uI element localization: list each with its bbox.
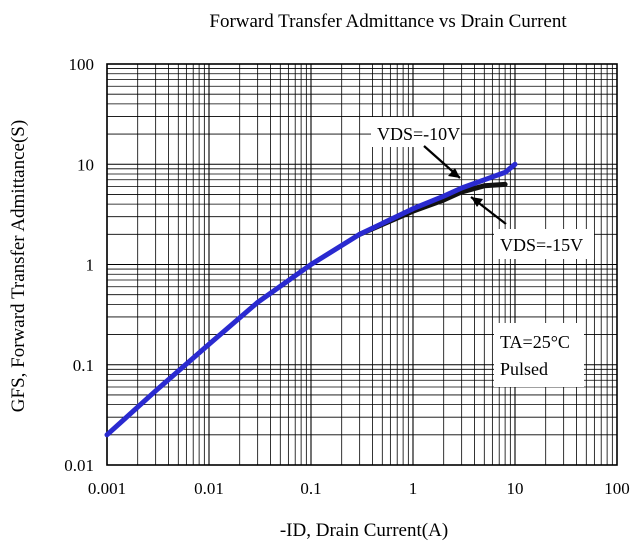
series-line-0: [104, 161, 518, 438]
x-axis-label: -ID, Drain Current(A): [280, 520, 448, 541]
label-10v-box: [371, 117, 461, 147]
conditions-box: [494, 323, 584, 387]
chart-title: Forward Transfer Admittance vs Drain Cur…: [209, 11, 567, 32]
y-tick-label: 0.1: [73, 356, 94, 375]
plot-frame: [106, 63, 618, 466]
x-tick-label: 0.01: [194, 479, 224, 498]
x-tick-label: 0.001: [88, 479, 126, 498]
grid: [106, 64, 617, 466]
x-tick-label: 100: [604, 479, 630, 498]
x-tick-label: 10: [507, 479, 524, 498]
y-axis-label: GFS, Forward Transfer Admittance(S): [8, 120, 29, 412]
y-tick-label: 0.01: [64, 456, 94, 475]
y-tick-label: 1: [86, 256, 95, 275]
y-tick-labels: 0.01 0.1 1 10 100: [64, 55, 94, 475]
series-lines: [104, 161, 518, 438]
x-tick-label: 0.1: [300, 479, 321, 498]
pulsed-label: Pulsed: [500, 359, 548, 379]
series-line-1: [357, 181, 508, 237]
ta-label: TA=25°C: [500, 332, 570, 352]
label-10v: VDS=-10V: [377, 124, 460, 144]
label-15v: VDS=-15V: [500, 235, 583, 255]
arrow-15v-head: [471, 197, 483, 207]
x-tick-labels: 0.001 0.01 0.1 1 10 100: [88, 479, 630, 498]
y-tick-label: 100: [69, 55, 95, 74]
y-tick-label: 10: [77, 155, 94, 174]
label-15v-box: [494, 229, 594, 259]
x-tick-label: 1: [409, 479, 418, 498]
arrow-10v-head: [448, 168, 460, 178]
